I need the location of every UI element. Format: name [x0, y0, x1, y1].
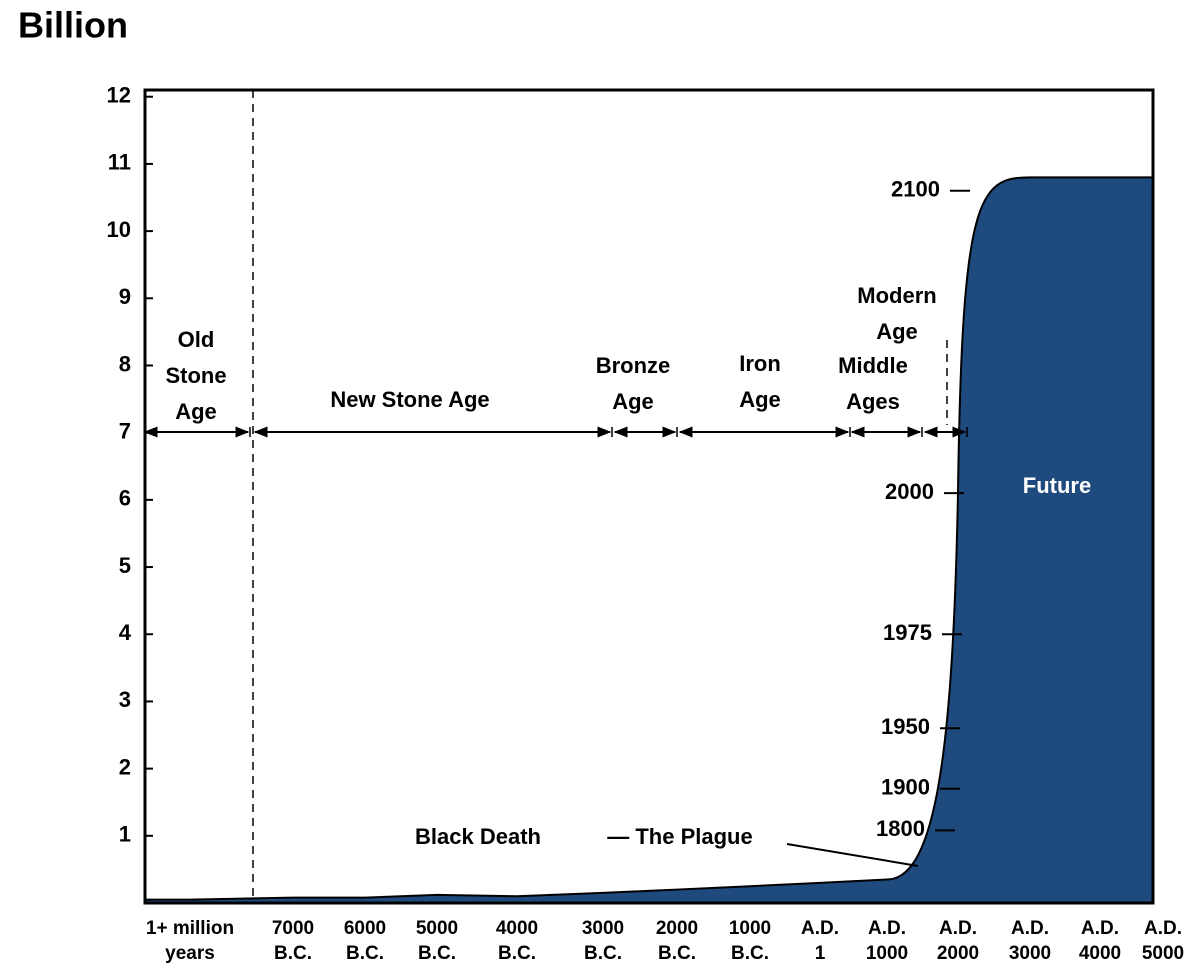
year-marker-label: 2000 — [885, 479, 934, 504]
year-marker-label: 2100 — [891, 177, 940, 202]
annotation: Black Death — [415, 824, 541, 849]
x-tick-label: A.D. 1 — [801, 918, 839, 964]
y-tick-label: 11 — [108, 150, 131, 175]
y-tick-label: 5 — [119, 553, 131, 578]
period-label: Middle Ages — [838, 353, 908, 414]
x-tick-label: 1000 B.C. — [728, 918, 772, 964]
x-tick-label: 6000 B.C. — [343, 918, 387, 964]
y-tick-label: 3 — [119, 687, 131, 712]
year-marker-label: 1975 — [883, 620, 932, 645]
chart-title: Billion — [18, 5, 128, 46]
annotation: Future — [1023, 473, 1091, 498]
period-label: Iron Age — [739, 351, 781, 412]
y-tick-label: 1 — [119, 822, 131, 847]
y-tick-label: 7 — [119, 418, 131, 443]
x-tick-label: A.D. 4000 — [1078, 918, 1122, 964]
year-marker-label: 1800 — [876, 816, 925, 841]
y-tick-label: 4 — [119, 620, 132, 645]
period-label: Old Stone Age — [165, 327, 227, 424]
x-tick-label: A.D. 3000 — [1008, 918, 1052, 964]
y-tick-label: 6 — [119, 486, 131, 511]
period-label: Bronze Age — [595, 353, 671, 414]
area — [144, 176, 1154, 904]
y-tick-label: 8 — [119, 351, 131, 376]
year-marker-label: 1900 — [881, 775, 930, 800]
leader-line — [786, 843, 919, 867]
y-tick-label: 9 — [119, 284, 131, 309]
y-tick-label: 12 — [107, 83, 131, 108]
year-marker-label: 1950 — [881, 714, 930, 739]
period-label: Modern Age — [857, 283, 937, 344]
x-tick-label: A.D. 2000 — [936, 918, 980, 964]
y-tick-label: 2 — [119, 754, 131, 779]
x-tick-label: 1+ million years — [145, 918, 235, 964]
x-tick-label: A.D. 5000 — [1141, 918, 1185, 964]
x-tick-label: 5000 B.C. — [415, 918, 459, 964]
x-tick-label: 3000 B.C. — [581, 918, 625, 964]
x-tick-label: 2000 B.C. — [655, 918, 699, 964]
annotation: — The Plague — [607, 824, 752, 849]
y-tick-label: 10 — [107, 217, 131, 242]
period-label: New Stone Age — [330, 387, 490, 412]
x-tick-label: 7000 B.C. — [271, 918, 315, 964]
x-tick-label: 4000 B.C. — [495, 918, 539, 964]
x-tick-label: A.D. 1000 — [865, 918, 909, 964]
plot-frame — [143, 88, 1155, 905]
